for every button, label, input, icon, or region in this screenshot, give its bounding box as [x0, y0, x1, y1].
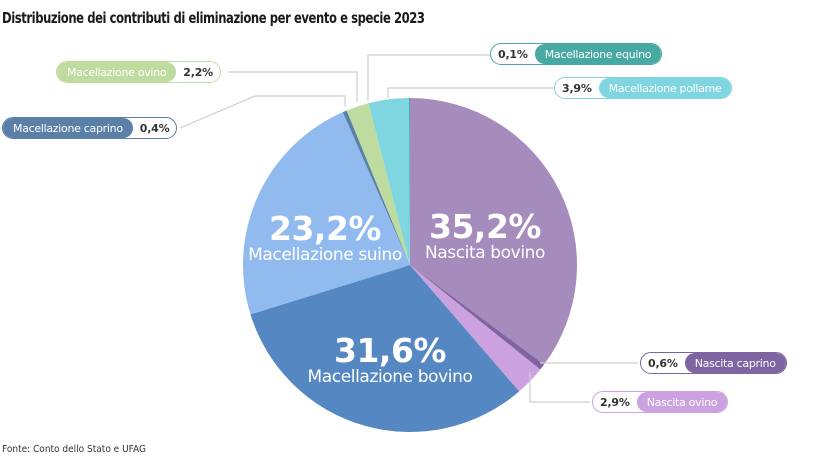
chart-title: Distribuzione dei contributi di eliminaz…	[2, 9, 425, 27]
label-macellazione-bovino: 31,6% Macellazione bovino	[307, 331, 473, 387]
callout-value: 0,6%	[648, 356, 678, 370]
pie-slice-nascita-ovino	[410, 265, 541, 392]
pie-slice-nascita-caprino	[410, 265, 545, 370]
callout-macellazione-ovino: Macellazione ovino 2,2%	[56, 61, 222, 83]
callout-macellazione-pollame: 3,9% Macellazione pollame	[554, 77, 733, 99]
leader-lines	[179, 54, 638, 403]
callout-value: 2,2%	[183, 65, 214, 79]
callout-value: 0,1%	[498, 47, 528, 61]
callout-value: 0,4%	[139, 121, 170, 135]
callout-value: 3,9%	[562, 81, 592, 95]
pie-slice-macellazione-suino	[243, 112, 410, 315]
label-macellazione-suino: 23,2% Macellazione suino	[248, 209, 402, 265]
source-note: Fonte: Conto dello Stato e UFAG	[2, 444, 146, 455]
pie-slice-macellazione-pollame	[368, 98, 410, 265]
callout-label: Nascita caprino	[684, 353, 786, 373]
pie-slice-macellazione-equino	[408, 98, 410, 265]
callout-label: Macellazione equino	[534, 44, 662, 64]
callout-value: 2,9%	[600, 395, 630, 409]
pie-slice-macellazione-bovino	[250, 265, 520, 433]
pie-slice-macellazione-caprino	[342, 110, 410, 266]
callout-label: Nascita ovino	[636, 392, 728, 412]
callout-label: Macellazione pollame	[598, 78, 732, 98]
callout-nascita-caprino: 0,6% Nascita caprino	[640, 352, 787, 374]
pie-slice-macellazione-ovino	[346, 103, 410, 265]
callout-macellazione-equino: 0,1% Macellazione equino	[490, 43, 663, 65]
pie-slice-nascita-bovino	[410, 98, 578, 365]
callout-label: Macellazione caprino	[3, 118, 133, 138]
callout-label: Macellazione ovino	[57, 62, 177, 82]
callout-nascita-ovino: 2,9% Nascita ovino	[592, 391, 729, 413]
callout-macellazione-caprino: Macellazione caprino 0,4%	[2, 117, 178, 139]
pie-slices	[243, 98, 578, 433]
label-nascita-bovino: 35,2% Nascita bovino	[424, 207, 546, 263]
